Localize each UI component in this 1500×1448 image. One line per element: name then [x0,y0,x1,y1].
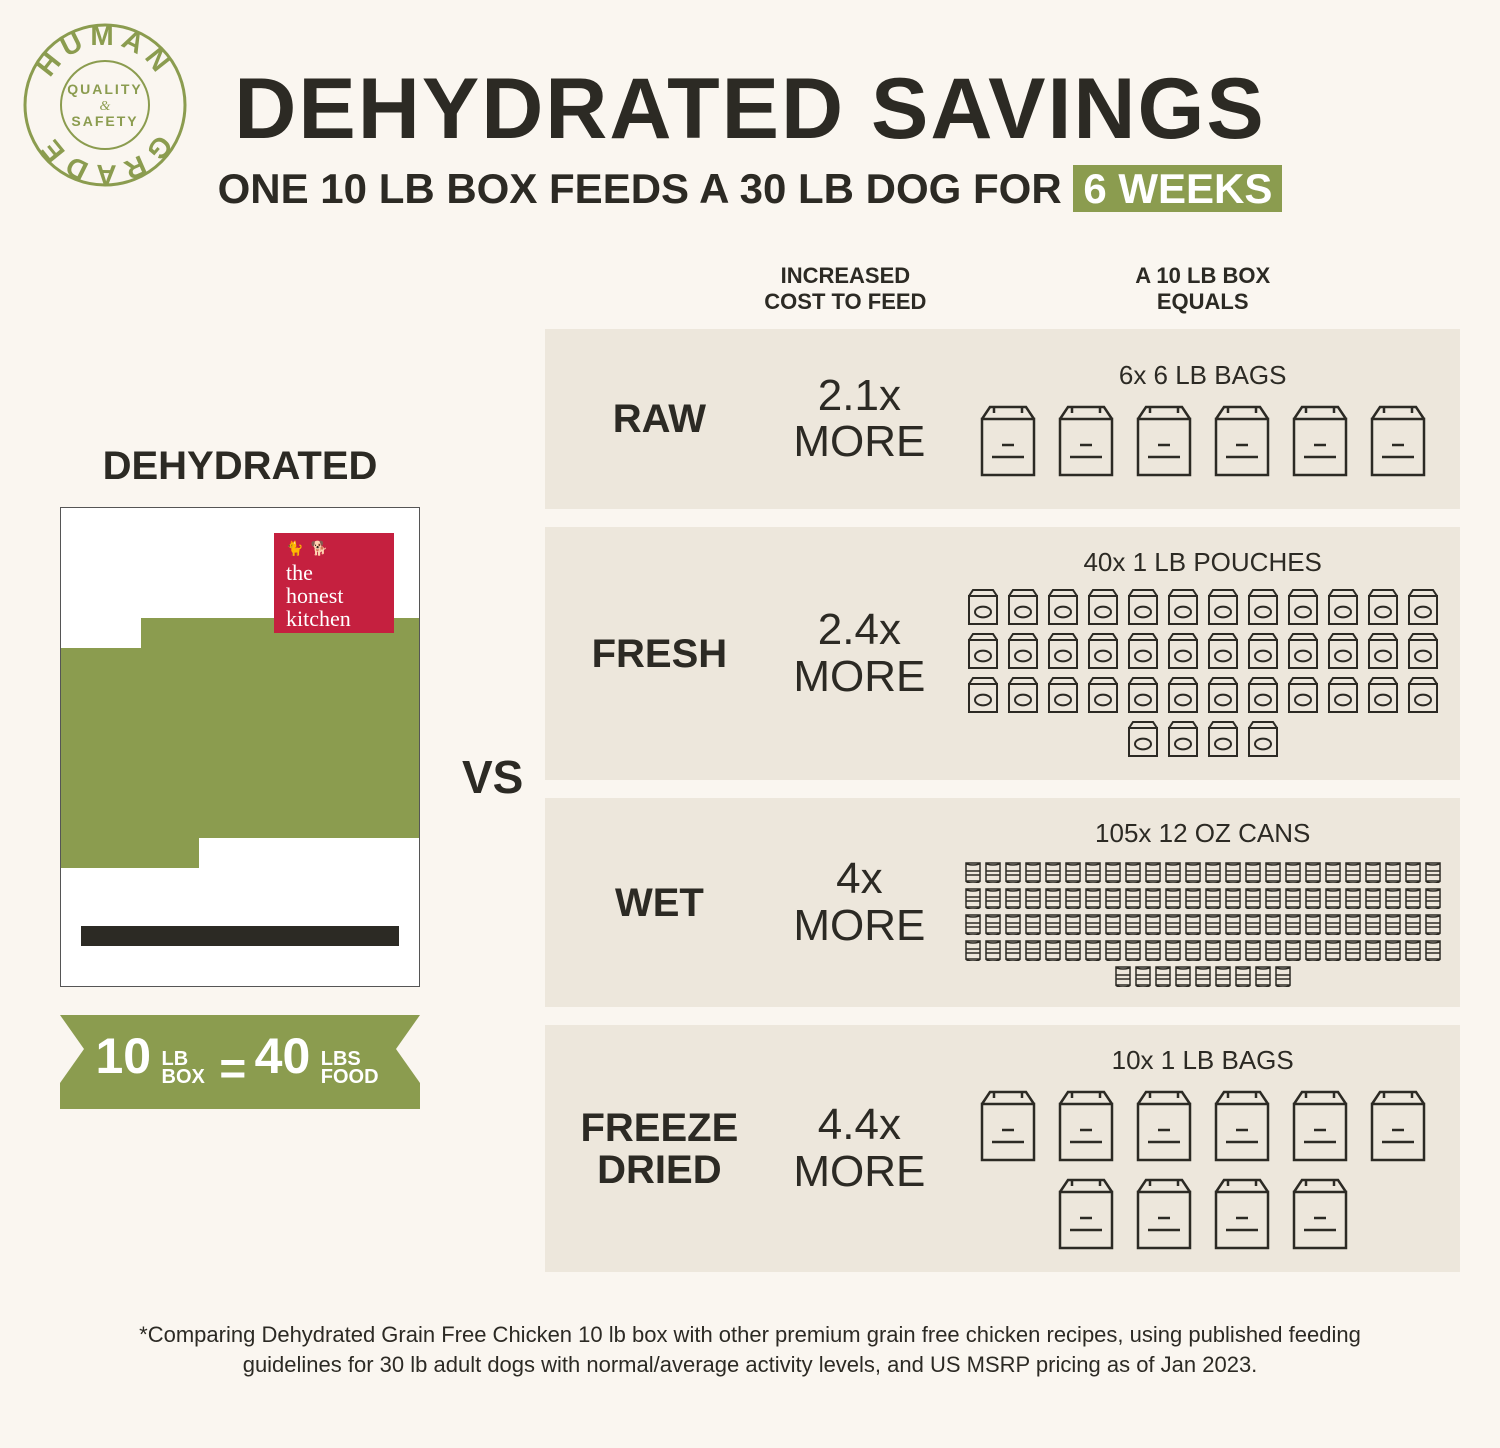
equals-label: 10x 1 LB BAGS [959,1045,1446,1076]
page-title: DEHYDRATED SAVINGS [0,60,1500,159]
subtitle-highlight: 6 WEEKS [1073,165,1282,212]
equals-label: 6x 6 LB BAGS [959,360,1446,391]
row-name: FRESH [559,633,759,675]
row-cost: 4.4xMORE [759,1102,959,1194]
row-cost: 2.1xMORE [759,373,959,465]
icon-grid [959,588,1446,760]
svg-text:SAFETY: SAFETY [71,113,138,129]
table-row: FRESH 2.4xMORE 40x 1 LB POUCHES [545,527,1460,780]
row-equals: 6x 6 LB BAGS [959,360,1446,479]
brand-logo: 🐈 🐕 the honest kitchen [274,533,394,633]
svg-text:HUMAN: HUMAN [30,20,180,82]
row-name: RAW [559,398,759,440]
row-cost: 2.4xMORE [759,607,959,699]
dehydrated-panel: DEHYDRATED 🐈 🐕 the honest kitchen 10 LBB… [40,444,440,1110]
page-subtitle: ONE 10 LB BOX FEEDS A 30 LB DOG FOR 6 WE… [0,165,1500,213]
equivalence-ribbon: 10 LBBOX = 40 LBSFOOD [60,1015,420,1110]
subtitle-text: ONE 10 LB BOX FEEDS A 30 LB DOG FOR [218,165,1074,212]
icon-grid [959,859,1446,987]
human-grade-badge: HUMAN GRADE QUALITY & SAFETY [20,20,190,190]
col-h2: A 10 LB BOX EQUALS [945,263,1460,315]
table-row: RAW 2.1xMORE 6x 6 LB BAGS [545,329,1460,509]
row-name: WET [559,882,759,924]
svg-text:GRADE: GRADE [31,129,178,190]
table-row: WET 4xMORE 105x 12 OZ CANS [545,798,1460,1007]
footnote: *Comparing Dehydrated Grain Free Chicken… [0,1310,1500,1379]
row-equals: 105x 12 OZ CANS [959,818,1446,987]
product-box: 🐈 🐕 the honest kitchen [60,507,420,987]
icon-grid [959,401,1446,479]
equals-label: 40x 1 LB POUCHES [959,547,1446,578]
row-equals: 40x 1 LB POUCHES [959,547,1446,760]
comparison-table: INCREASED COST TO FEED A 10 LB BOX EQUAL… [545,263,1460,1290]
dehydrated-title: DEHYDRATED [40,444,440,489]
row-name: FREEZE DRIED [559,1107,759,1191]
col-h1: INCREASED COST TO FEED [745,263,945,315]
icon-grid [959,1086,1446,1252]
row-equals: 10x 1 LB BAGS [959,1045,1446,1252]
table-row: FREEZE DRIED 4.4xMORE 10x 1 LB BAGS [545,1025,1460,1272]
equals-label: 105x 12 OZ CANS [959,818,1446,849]
svg-text:&: & [100,99,111,114]
column-headers: INCREASED COST TO FEED A 10 LB BOX EQUAL… [545,263,1460,315]
header: DEHYDRATED SAVINGS ONE 10 LB BOX FEEDS A… [0,0,1500,213]
content: DEHYDRATED 🐈 🐕 the honest kitchen 10 LBB… [0,213,1500,1310]
vs-label: VS [450,750,535,804]
row-cost: 4xMORE [759,856,959,948]
svg-text:QUALITY: QUALITY [67,81,142,97]
